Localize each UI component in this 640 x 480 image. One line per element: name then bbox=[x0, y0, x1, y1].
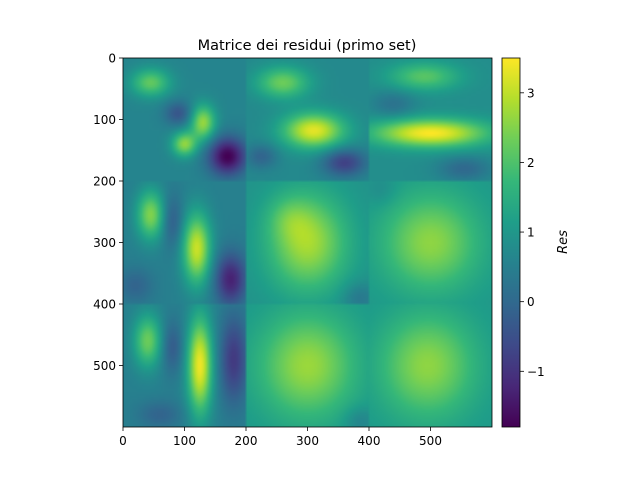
colorbar-gradient bbox=[502, 58, 520, 427]
x-tick-label: 400 bbox=[358, 434, 381, 448]
y-tick-label: 400 bbox=[93, 298, 116, 312]
colorbar-tick-label: 1 bbox=[527, 226, 535, 240]
colorbar-frame bbox=[501, 57, 521, 428]
colorbar-tick-label: −1 bbox=[527, 365, 545, 379]
x-tick-label: 500 bbox=[419, 434, 442, 448]
y-tick-label: 100 bbox=[93, 113, 116, 127]
x-tick-label: 300 bbox=[296, 434, 319, 448]
colorbar: −1 0 1 2 3 Res bbox=[501, 57, 571, 428]
y-tick-label: 300 bbox=[93, 236, 116, 250]
y-tick-label: 500 bbox=[93, 359, 116, 373]
x-axis-ticks: 0 100 200 300 400 500 bbox=[119, 427, 442, 448]
heatmap-plot-area bbox=[122, 57, 493, 428]
heatmap-image bbox=[123, 58, 492, 427]
colorbar-label: Res bbox=[556, 230, 571, 254]
colorbar-tick-label: 0 bbox=[527, 295, 535, 309]
x-tick-label: 200 bbox=[235, 434, 258, 448]
colorbar-ticks: −1 0 1 2 3 bbox=[520, 86, 545, 379]
colorbar-tick-label: 3 bbox=[527, 86, 535, 100]
y-axis-ticks: 0 100 200 300 400 500 bbox=[93, 52, 123, 373]
x-tick-label: 100 bbox=[173, 434, 196, 448]
colorbar-tick-label: 2 bbox=[527, 156, 535, 170]
chart-title: Matrice dei residui (primo set) bbox=[198, 38, 417, 54]
y-tick-label: 200 bbox=[93, 175, 116, 189]
y-tick-label: 0 bbox=[108, 52, 116, 66]
x-tick-label: 0 bbox=[119, 434, 127, 448]
